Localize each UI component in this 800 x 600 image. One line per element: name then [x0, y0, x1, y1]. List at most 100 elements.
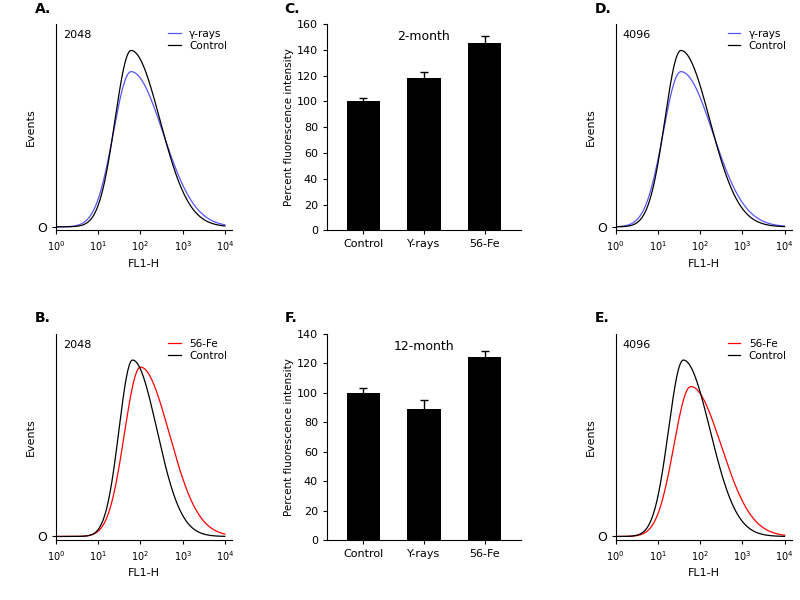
Control	[640, 209, 650, 216]
Control	[81, 220, 90, 227]
γ-rays	[777, 222, 786, 229]
γ-rays	[123, 70, 133, 77]
γ-rays	[116, 92, 126, 100]
Text: E.: E.	[594, 311, 610, 325]
γ-rays	[220, 221, 230, 229]
Y-axis label: Events: Events	[26, 109, 36, 146]
Line: Control: Control	[616, 50, 785, 227]
Bar	[468, 43, 502, 230]
γ-rays	[630, 218, 640, 225]
X-axis label: FL1-H: FL1-H	[128, 259, 160, 269]
Line: Control: Control	[56, 360, 225, 536]
Control	[758, 220, 768, 227]
γ-rays	[676, 68, 686, 75]
Y-axis label: Events: Events	[26, 418, 36, 455]
56-Fe	[116, 453, 126, 460]
Text: C.: C.	[284, 2, 300, 16]
γ-rays	[758, 218, 768, 225]
Control	[777, 533, 786, 540]
γ-rays	[126, 68, 136, 75]
Control	[683, 359, 693, 366]
Control	[51, 223, 61, 230]
γ-rays	[676, 68, 686, 75]
Text: D.: D.	[594, 2, 611, 16]
Y-axis label: Events: Events	[586, 109, 595, 146]
Control	[198, 530, 208, 538]
Bar	[346, 392, 380, 540]
Control	[128, 356, 138, 364]
γ-rays	[683, 71, 693, 79]
56-Fe	[123, 407, 133, 414]
Control	[630, 220, 640, 227]
Line: γ-rays: γ-rays	[56, 71, 225, 227]
Y-axis label: Events: Events	[586, 418, 595, 455]
Control	[676, 47, 686, 54]
Bar	[468, 357, 502, 540]
γ-rays	[780, 223, 790, 230]
γ-rays	[51, 223, 61, 230]
Control	[51, 533, 61, 540]
Control	[220, 223, 230, 230]
Legend: γ-rays, Control: γ-rays, Control	[728, 29, 786, 51]
56-Fe	[81, 532, 90, 539]
Text: F.: F.	[284, 311, 297, 325]
56-Fe	[640, 529, 650, 536]
Control	[70, 223, 80, 230]
Control	[676, 360, 686, 367]
56-Fe	[683, 385, 693, 392]
Control	[678, 356, 688, 364]
Legend: γ-rays, Control: γ-rays, Control	[168, 29, 227, 51]
Text: 12-month: 12-month	[394, 340, 454, 353]
56-Fe	[780, 532, 790, 539]
Text: 4096: 4096	[622, 30, 651, 40]
Legend: 56-Fe, Control: 56-Fe, Control	[728, 339, 786, 361]
X-axis label: FL1-H: FL1-H	[688, 259, 720, 269]
Bar	[346, 101, 380, 230]
Line: γ-rays: γ-rays	[616, 71, 785, 227]
Control	[126, 47, 136, 54]
56-Fe	[51, 533, 61, 540]
Line: 56-Fe: 56-Fe	[616, 386, 785, 536]
56-Fe	[198, 517, 208, 524]
Control	[123, 366, 133, 373]
γ-rays	[217, 220, 226, 227]
Control	[611, 223, 621, 230]
56-Fe	[611, 533, 621, 540]
γ-rays	[198, 211, 208, 218]
Text: 2-month: 2-month	[398, 30, 450, 43]
γ-rays	[81, 218, 90, 225]
Control	[780, 223, 790, 230]
Control	[758, 531, 768, 538]
X-axis label: FL1-H: FL1-H	[688, 568, 720, 578]
Control	[640, 527, 650, 534]
Control	[123, 50, 133, 57]
Control	[70, 533, 80, 540]
56-Fe	[630, 532, 640, 539]
γ-rays	[611, 223, 621, 230]
Text: A.: A.	[35, 2, 51, 16]
Control	[220, 533, 230, 540]
Legend: 56-Fe, Control: 56-Fe, Control	[168, 339, 227, 361]
Control	[217, 222, 226, 229]
Control	[777, 223, 786, 230]
γ-rays	[640, 203, 650, 211]
Text: 2048: 2048	[63, 340, 91, 350]
56-Fe	[758, 524, 768, 531]
Text: B.: B.	[35, 311, 50, 325]
Control	[81, 532, 90, 539]
56-Fe	[217, 530, 226, 537]
Bar	[407, 409, 441, 540]
X-axis label: FL1-H: FL1-H	[128, 568, 160, 578]
56-Fe	[676, 409, 686, 416]
Text: 2048: 2048	[63, 30, 91, 40]
Bar	[407, 78, 441, 230]
Y-axis label: Percent fluorescence intensity: Percent fluorescence intensity	[284, 48, 294, 206]
γ-rays	[70, 222, 80, 229]
Control	[630, 532, 640, 539]
56-Fe	[136, 364, 146, 371]
Line: Control: Control	[616, 360, 785, 536]
56-Fe	[220, 530, 230, 538]
Text: 4096: 4096	[622, 340, 651, 350]
Line: Control: Control	[56, 50, 225, 227]
Control	[116, 412, 126, 419]
